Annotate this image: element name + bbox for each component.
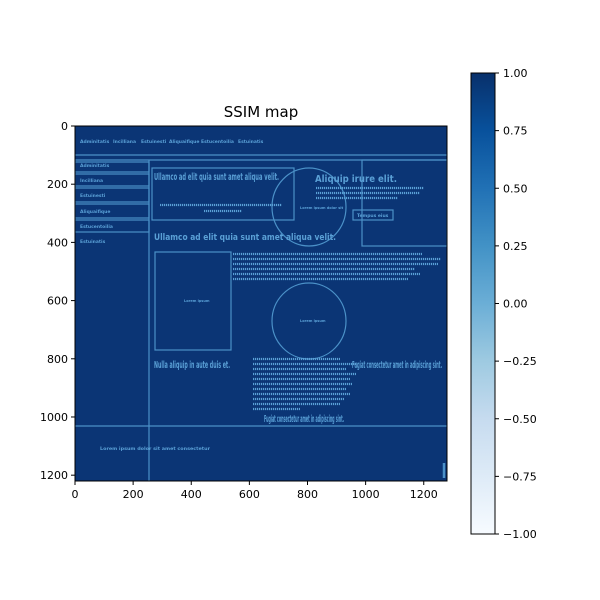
map-box [75,173,150,187]
y-tick-label: 400 [47,236,68,249]
map-heading: Aliquip irure elit. [315,174,397,185]
heatmap-plot: Adminitatis Incilliana Estuinesti Aliqua… [75,126,447,481]
map-sidebar-item: Aliquaifique [80,209,110,215]
map-sidebar-item: Incilliana [80,178,103,184]
x-tick-label: 600 [239,488,260,501]
map-small: Lorem ipsum [300,319,326,323]
y-tick-label: 1000 [40,411,68,424]
map-box [75,219,150,233]
map-nav-item: Adminitatis [80,139,110,145]
colorbar-tick-label: −0.75 [503,470,537,483]
map-box [75,203,150,219]
map-sidebar-item: Estuinatis [80,239,106,245]
colorbar-tick-label: −0.25 [503,355,537,368]
map-heading: Fugiat consectetur amet in adipiscing si… [264,414,344,425]
x-tick-label: 1200 [410,488,438,501]
plot-frame [74,125,448,482]
colorbar-tick-label: −0.50 [503,413,537,426]
y-tick-label: 0 [61,120,68,133]
chart-title: SSIM map [224,103,299,121]
x-axis: 0 200 400 600 800 1000 1200 [72,481,438,501]
colorbar [470,72,496,535]
map-heading: Ullamco ad elit quia sunt amet aliqua ve… [154,172,279,183]
x-tick-label: 0 [72,488,79,501]
map-nav-item: Aliquaifique [169,139,199,145]
map-sidebar-item: Estuinesti [80,193,106,199]
colorbar-tick-label: 1.00 [503,67,528,80]
y-tick-label: 800 [47,353,68,366]
y-tick-label: 1200 [40,469,68,482]
map-nav-item: Estuinatis [238,139,264,145]
map-structure [75,154,447,481]
heatmap-background [75,126,447,481]
y-tick-label: 200 [47,178,68,191]
colorbar-tick-label: 0.75 [503,125,528,138]
colorbar-tick-label: −1.00 [503,528,537,541]
map-sidebar-item: Adminitatis [80,163,110,169]
y-tick-label: 600 [47,295,68,308]
map-heading: Nulla aliquip in aute duis et. [154,360,230,371]
map-small: Lorem ipsum dolor sit [300,206,343,210]
map-box [361,159,447,247]
map-small: Lorem ipsum [184,299,210,303]
map-footer: Lorem ipsum dolor sit amet consectetur [100,446,210,451]
colorbar-axis: 1.00 0.75 0.50 0.25 0.00 −0.25 −0.50 −0.75 −1.00 [495,67,537,541]
map-box [75,161,150,173]
map-sidebar-item: Estucentoilia [80,224,113,230]
map-nav-item: Estuinesti [141,139,167,145]
x-tick-label: 800 [297,488,318,501]
x-tick-label: 1000 [352,488,380,501]
colorbar-tick-label: 0.00 [503,298,528,311]
map-box [154,251,232,351]
map-button: Tempus eius [357,213,389,219]
map-heading: Fugiat consectetur amet in adipiscing si… [352,360,442,371]
y-axis: 0 200 400 600 800 1000 1200 [40,120,75,482]
map-nav-item: Incilliana [113,139,136,145]
colorbar-tick-label: 0.25 [503,240,528,253]
map-box [75,187,150,203]
map-box [352,209,394,221]
x-tick-label: 400 [181,488,202,501]
x-tick-label: 200 [123,488,144,501]
colorbar-tick-label: 0.50 [503,182,528,195]
map-box [151,167,295,221]
map-circle [271,167,347,247]
map-heading: Ullamco ad elit quia sunt amet aliqua ve… [154,233,336,243]
map-paragraphs [160,186,441,411]
map-text: Adminitatis Incilliana Estuinesti Aliqua… [80,139,442,451]
map-nav-item: Estucentoilia [201,139,234,145]
